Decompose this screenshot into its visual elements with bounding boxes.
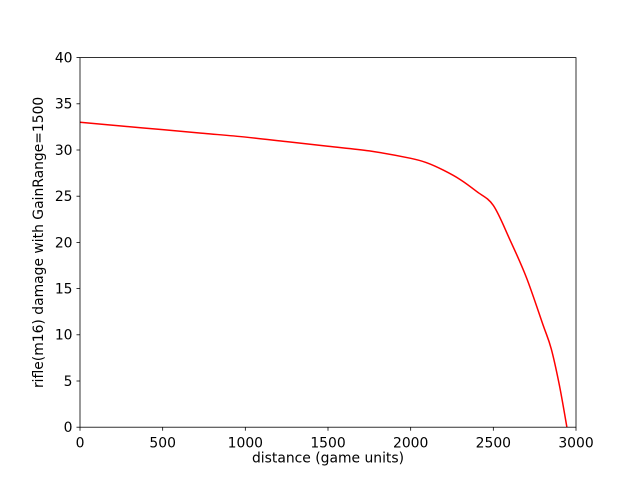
y-tick-label: 35 bbox=[55, 97, 73, 113]
y-tick-label: 0 bbox=[64, 420, 73, 436]
x-tick-label: 0 bbox=[76, 436, 85, 452]
damage-curve bbox=[79, 121, 568, 428]
y-tick-label: 20 bbox=[55, 235, 73, 251]
x-tick-label: 1000 bbox=[228, 436, 263, 452]
x-axis: 0 500 1000 1500 2000 2500 3000 bbox=[76, 427, 594, 452]
x-tick-label: 500 bbox=[149, 436, 176, 452]
y-tick-label: 15 bbox=[55, 282, 73, 298]
y-axis: 0 5 10 15 20 25 30 35 40 bbox=[55, 51, 80, 436]
plot-area bbox=[80, 57, 576, 428]
y-tick-label: 40 bbox=[55, 51, 73, 67]
x-tick-label: 3000 bbox=[558, 436, 593, 452]
x-axis-label: distance (game units) bbox=[252, 451, 404, 467]
y-tick-label: 5 bbox=[64, 374, 73, 390]
y-tick-label: 25 bbox=[55, 189, 73, 205]
y-tick-label: 10 bbox=[55, 328, 73, 344]
x-tick-label: 1500 bbox=[310, 436, 345, 452]
x-tick-label: 2500 bbox=[476, 436, 511, 452]
y-axis-label: rifle(m16) damage with GainRange=1500 bbox=[31, 97, 47, 388]
y-tick-label: 30 bbox=[55, 143, 73, 159]
x-tick-label: 2000 bbox=[393, 436, 428, 452]
